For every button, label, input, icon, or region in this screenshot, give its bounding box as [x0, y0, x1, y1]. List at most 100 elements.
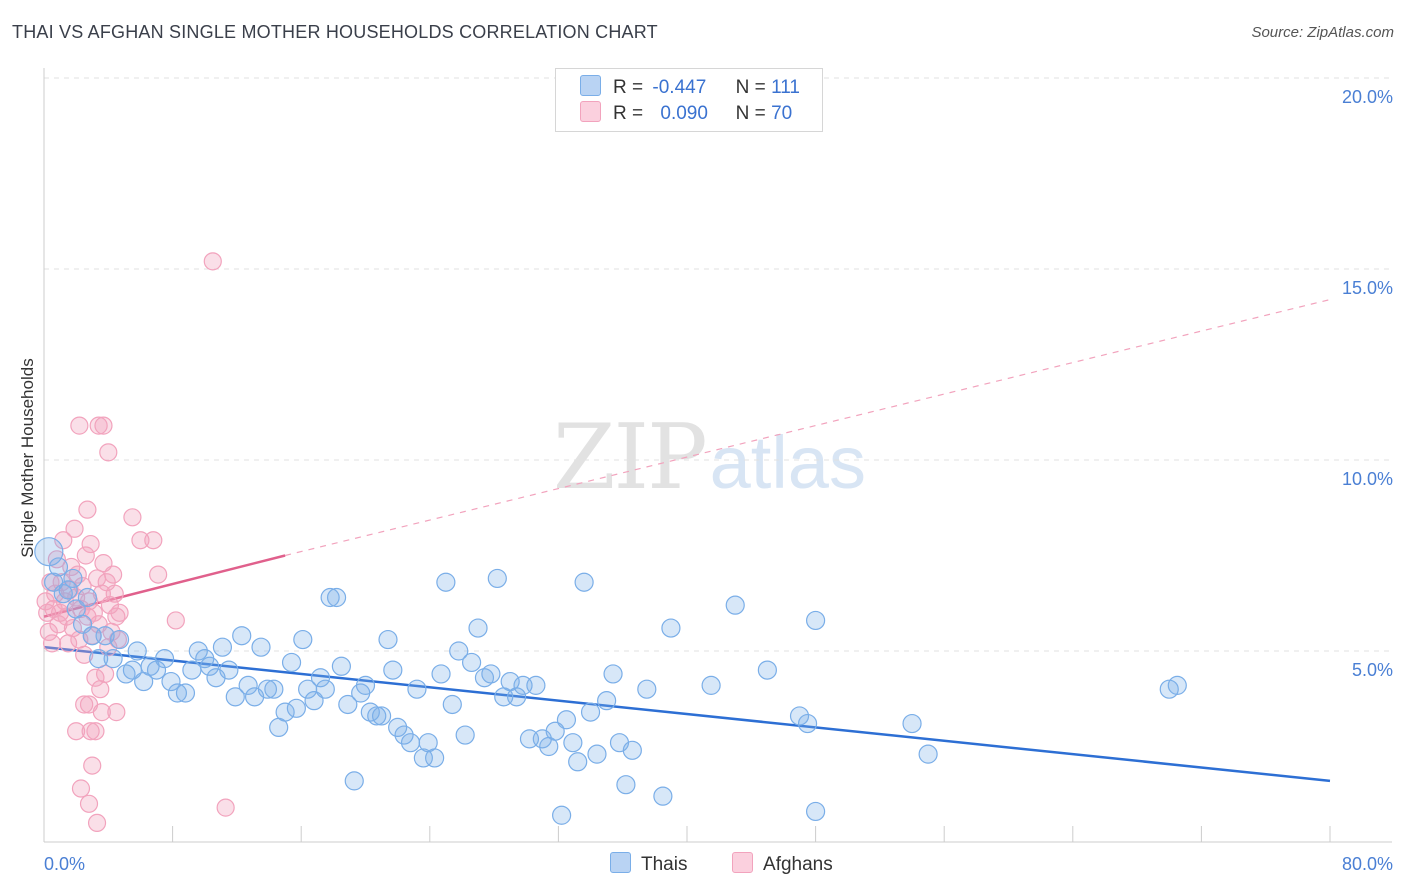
thais-point [797, 713, 818, 734]
afghans-point [83, 756, 102, 775]
thais-point [597, 691, 617, 711]
watermark-atlas: atlas [709, 421, 866, 504]
thais-point [637, 679, 657, 699]
afghans-point [76, 546, 95, 565]
thais-point [232, 626, 252, 646]
thais-point [757, 660, 777, 680]
thais-point [425, 748, 445, 768]
afghans-point [39, 622, 58, 642]
afghans-point [94, 416, 113, 435]
thais-point [161, 671, 181, 692]
afghans-point [149, 565, 168, 584]
afghans-point [89, 416, 108, 435]
legend-row-afghans: R = 0.090 N = 70 [580, 101, 792, 125]
thais-point [127, 641, 147, 661]
thais-point [545, 721, 565, 741]
tick-labels: 5.0% 10.0% 15.0% 20.0% 0.0% 80.0% [44, 87, 1393, 874]
afghans-point [42, 634, 62, 653]
afghans-point [79, 794, 99, 813]
thais-point [653, 786, 673, 806]
afghans-swatch [580, 101, 601, 122]
thais-point [219, 660, 239, 680]
thais-point [461, 652, 482, 673]
thais-point [622, 740, 642, 760]
afghans-legend-label: Afghans [763, 854, 833, 875]
thais-point [48, 557, 69, 577]
afghans-point [81, 722, 100, 741]
thais-point [507, 687, 527, 707]
thais-point [805, 610, 826, 631]
thais-point [275, 702, 295, 722]
zipatlas-watermark: ZIPatlas [553, 405, 866, 510]
thais-point [725, 595, 745, 615]
afghans-point [92, 703, 111, 722]
thais-point [603, 664, 623, 684]
thais-point [587, 744, 607, 764]
series-legend: Thais Afghans [610, 852, 833, 876]
y-tick-label: 20.0% [1342, 87, 1393, 107]
thais-point [315, 679, 335, 699]
afghans-point [86, 668, 105, 687]
afghans-point [166, 611, 185, 630]
afghans-trend-extrapolated [284, 298, 1331, 557]
y-tick-label: 15.0% [1342, 278, 1393, 298]
chart-title: THAI VS AFGHAN SINGLE MOTHER HOUSEHOLDS … [12, 22, 658, 42]
afghans-point [87, 813, 107, 833]
afghans-point [78, 500, 97, 519]
afghans-point [216, 798, 235, 817]
thais-point [212, 637, 233, 657]
afghans-r-label: R = [613, 103, 644, 124]
thais-r-label: R = [613, 77, 644, 98]
thais-point [455, 725, 475, 745]
y-tick-label: 5.0% [1352, 660, 1393, 680]
thais-point [552, 805, 572, 825]
thais-point [320, 587, 340, 608]
thais-point [371, 706, 392, 726]
x-tick-label: 80.0% [1342, 854, 1393, 874]
thais-point [293, 629, 313, 650]
afghans-point [73, 576, 92, 596]
thais-point [344, 771, 364, 791]
thais-point [103, 649, 123, 669]
afghans-point [70, 416, 89, 435]
thais-point [902, 713, 922, 734]
thais-point [449, 641, 469, 661]
thais-point [175, 683, 196, 703]
thais-point [225, 687, 245, 707]
thais-point [442, 694, 462, 715]
thais-point [616, 775, 636, 795]
thais-point [394, 725, 414, 745]
thais-point [251, 637, 271, 657]
thais-point [1167, 675, 1187, 695]
thais-n-value: 111 [771, 77, 800, 98]
afghans-point [110, 603, 129, 622]
thais-point [407, 679, 427, 699]
x-tick-label: 0.0% [44, 854, 85, 874]
thais-swatch [580, 75, 601, 96]
thais-points [34, 537, 1187, 825]
afghans-point [65, 519, 84, 538]
thais-point [338, 694, 358, 715]
thais-point [383, 660, 403, 680]
thais-point [468, 618, 488, 638]
afghans-point [104, 565, 123, 584]
trend-lines [43, 298, 1331, 783]
thais-point [574, 572, 594, 592]
afghans-point [57, 607, 76, 626]
thais-point [556, 710, 577, 730]
thais-n-label: N = [735, 77, 766, 98]
afghans-r-value: 0.090 [660, 103, 708, 124]
afghans-point [71, 779, 91, 798]
thais-point [89, 649, 109, 669]
afghans-point [131, 531, 150, 550]
y-tick-label: 10.0% [1342, 469, 1393, 489]
afghans-point [75, 695, 94, 714]
thais-point [188, 641, 208, 661]
afghans-point [54, 531, 73, 550]
thais-point [918, 744, 938, 764]
thais-point [264, 679, 284, 699]
afghans-point [91, 680, 110, 699]
thais-point [378, 629, 398, 650]
thais-point [388, 717, 408, 738]
afghans-point [67, 722, 86, 741]
